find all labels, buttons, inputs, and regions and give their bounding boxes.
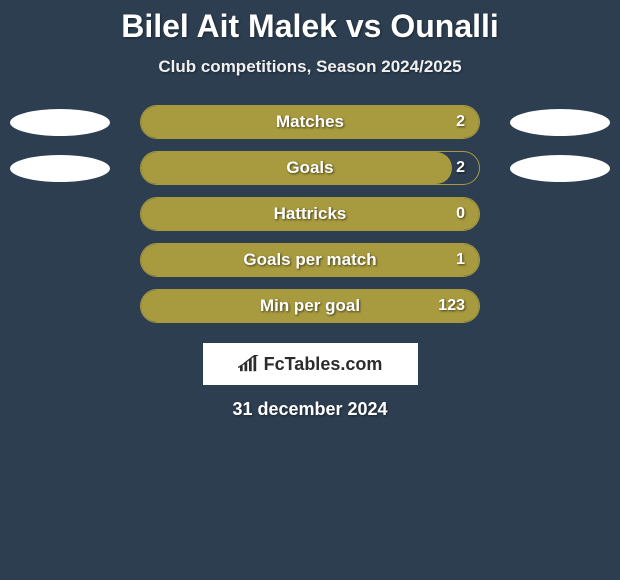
brand-box[interactable]: FcTables.com [203, 343, 418, 385]
stat-label: Hattricks [274, 204, 347, 224]
bar-chart-icon [238, 355, 260, 373]
left-ellipse [10, 109, 110, 136]
stat-label: Matches [276, 112, 344, 132]
stat-value: 0 [456, 205, 465, 223]
left-ellipse [10, 293, 110, 320]
stat-bar: Matches 2 [140, 105, 480, 139]
date-text: 31 december 2024 [0, 399, 620, 420]
stat-value: 1 [456, 251, 465, 269]
right-ellipse [510, 155, 610, 182]
comparison-container: Bilel Ait Malek vs Ounalli Club competit… [0, 0, 620, 420]
left-ellipse [10, 155, 110, 182]
left-ellipse [10, 247, 110, 274]
stats-rows: Matches 2 Goals 2 Hattricks 0 Goals per match 1… [0, 105, 620, 323]
stat-bar: Hattricks 0 [140, 197, 480, 231]
stat-bar: Min per goal 123 [140, 289, 480, 323]
stat-row: Goals 2 [0, 151, 620, 185]
brand-text: FcTables.com [264, 354, 383, 375]
stat-value: 2 [456, 159, 465, 177]
stat-row: Goals per match 1 [0, 243, 620, 277]
stat-bar: Goals 2 [140, 151, 480, 185]
right-ellipse [510, 201, 610, 228]
stat-label: Min per goal [260, 296, 360, 316]
stat-value: 123 [438, 297, 465, 315]
right-ellipse [510, 109, 610, 136]
right-ellipse [510, 247, 610, 274]
stat-row: Hattricks 0 [0, 197, 620, 231]
stat-label: Goals per match [243, 250, 376, 270]
right-ellipse [510, 293, 610, 320]
stat-row: Matches 2 [0, 105, 620, 139]
stat-label: Goals [286, 158, 333, 178]
subtitle: Club competitions, Season 2024/2025 [0, 57, 620, 77]
stat-bar: Goals per match 1 [140, 243, 480, 277]
page-title: Bilel Ait Malek vs Ounalli [0, 8, 620, 45]
stat-row: Min per goal 123 [0, 289, 620, 323]
stat-value: 2 [456, 113, 465, 131]
left-ellipse [10, 201, 110, 228]
